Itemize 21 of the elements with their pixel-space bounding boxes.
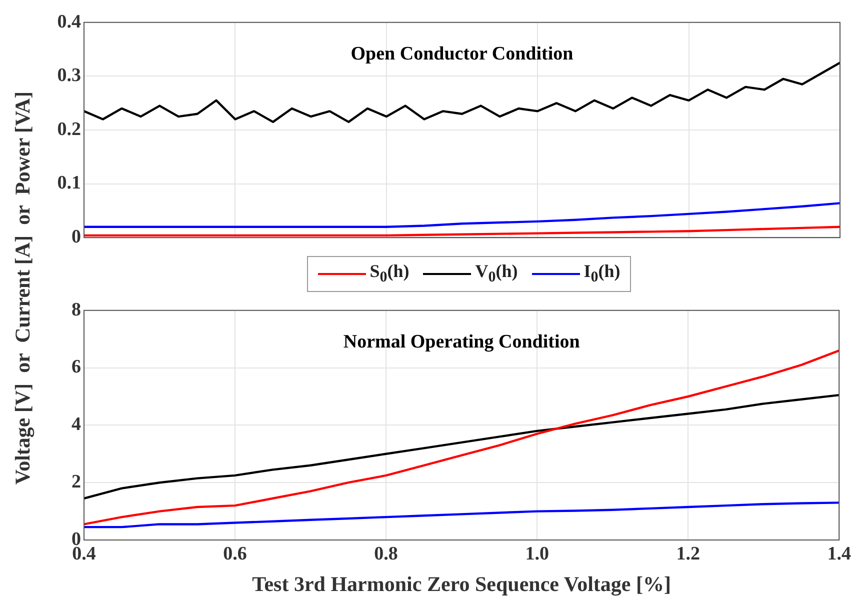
- x-tick-label: 1.4: [827, 543, 852, 564]
- y-tick-label: 6: [72, 356, 81, 378]
- text: Open Conductor Condition: [350, 43, 574, 64]
- y-tick-label: 4: [72, 414, 82, 436]
- x-tick-label: 0.6: [223, 543, 247, 564]
- y-tick-label: 0.2: [57, 118, 81, 140]
- y-axis-title: Voltage [V] or Current [A] or Power [VA]: [10, 91, 36, 485]
- x-tick-label: 0.8: [374, 543, 398, 564]
- y-tick-label: 0.1: [57, 172, 81, 194]
- y-tick-label: 0.4: [57, 11, 82, 32]
- legend-label: V$_{0}$(h): [475, 261, 518, 287]
- x-tick-label: 1.0: [525, 543, 549, 564]
- legend-label: S$_{0}$(h): [370, 261, 410, 287]
- y-tick-label: 2: [72, 472, 81, 493]
- x-axis-title: Test 3rd Harmonic Zero Sequence Voltage [%]: [252, 572, 671, 596]
- y-tick-label: 0: [72, 226, 81, 248]
- y-tick-label: 0.3: [57, 65, 81, 86]
- x-tick-label: 1.2: [676, 543, 700, 564]
- text: Normal Operating Condition: [343, 331, 580, 352]
- legend-label: I$_{0}$(h): [584, 261, 620, 287]
- y-tick-label: 8: [72, 299, 81, 320]
